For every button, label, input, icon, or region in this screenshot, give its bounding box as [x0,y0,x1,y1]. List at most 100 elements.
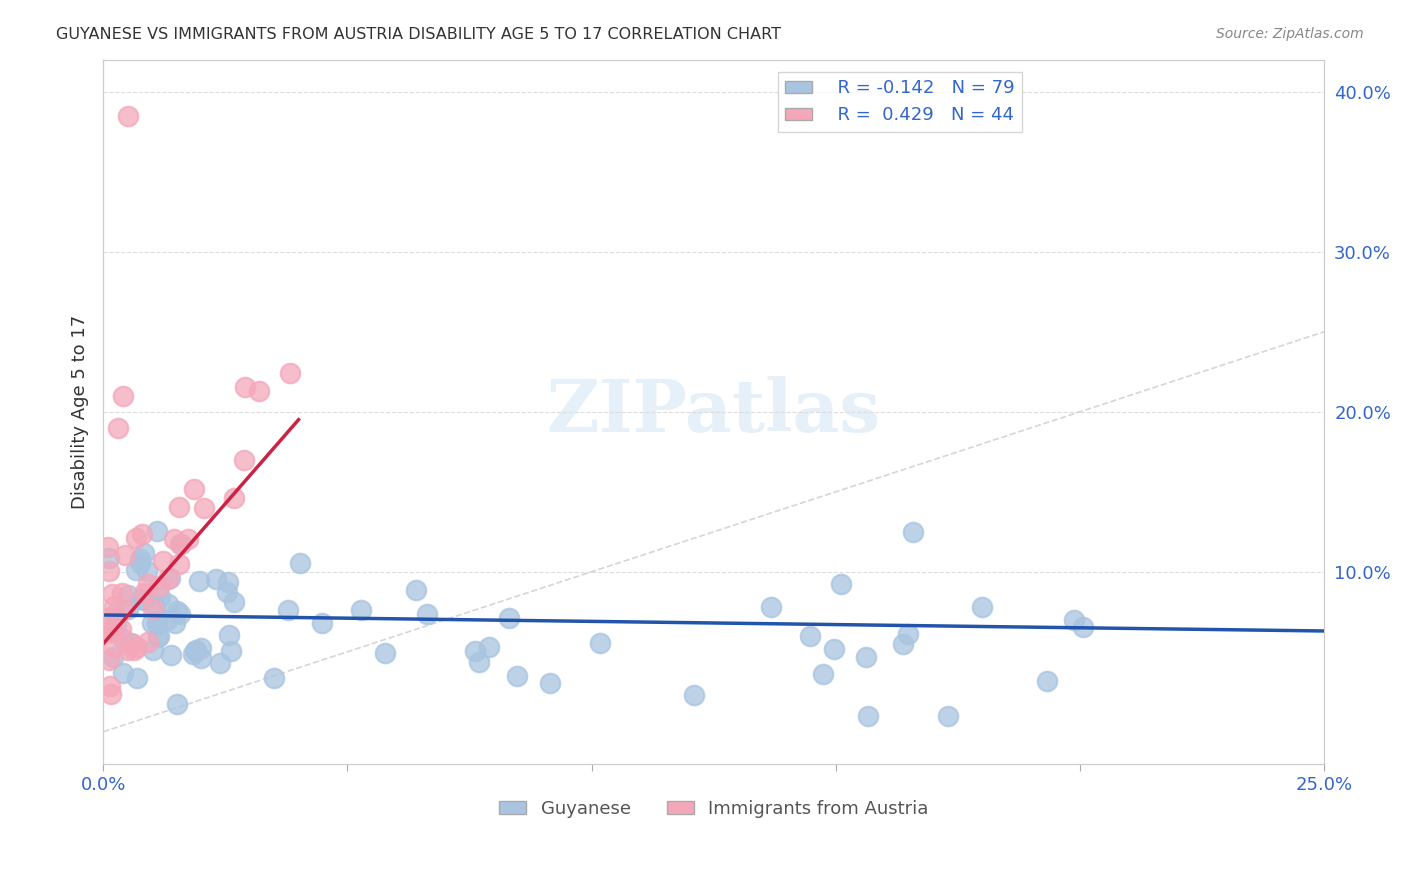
Point [897,627,920,641]
Point [478,640,501,654]
Point [169,537,191,551]
Point [589,635,612,649]
Point [167,558,190,572]
Point [134,546,156,560]
Point [128,552,150,566]
Point [163,532,186,546]
Point [97,653,120,667]
Point [1071,620,1094,634]
Point [311,616,333,631]
Y-axis label: Disability Age 5 to 17: Disability Age 5 to 17 [72,315,89,508]
Legend: Guyanese, Immigrants from Austria: Guyanese, Immigrants from Austria [492,793,936,825]
Point [127,671,149,685]
Point [218,628,240,642]
Point [190,640,212,655]
Point [107,421,129,435]
Point [103,599,125,613]
Point [138,635,160,649]
Point [374,646,396,660]
Point [811,666,834,681]
Point [156,613,179,627]
Point [129,591,152,606]
Point [145,599,167,613]
Point [901,524,924,539]
Point [98,550,121,565]
Point [101,650,124,665]
Point [682,688,704,702]
Point [156,597,179,611]
Point [146,615,169,630]
Point [125,640,148,654]
Point [1063,613,1085,627]
Point [169,607,191,621]
Point [111,665,134,680]
Point [146,617,169,632]
Point [98,679,121,693]
Point [205,572,228,586]
Point [136,564,159,578]
Point [217,585,239,599]
Point [183,647,205,661]
Point [148,579,170,593]
Point [183,482,205,496]
Point [114,602,136,616]
Point [152,554,174,568]
Point [350,603,373,617]
Text: Source: ZipAtlas.com: Source: ZipAtlas.com [1216,27,1364,41]
Point [125,531,148,545]
Point [100,687,122,701]
Point [122,637,145,651]
Point [891,637,914,651]
Point [104,618,127,632]
Point [148,629,170,643]
Point [506,669,529,683]
Point [134,592,156,607]
Point [799,629,821,643]
Point [263,671,285,685]
Point [761,599,783,614]
Point [129,556,152,570]
Point [111,631,134,645]
Point [190,650,212,665]
Point [538,675,561,690]
Point [110,622,132,636]
Point [136,577,159,591]
Point [277,603,299,617]
Point [468,655,491,669]
Point [166,697,188,711]
Point [141,616,163,631]
Point [117,109,139,123]
Point [125,563,148,577]
Text: GUYANESE VS IMMIGRANTS FROM AUSTRIA DISABILITY AGE 5 TO 17 CORRELATION CHART: GUYANESE VS IMMIGRANTS FROM AUSTRIA DISA… [56,27,782,42]
Point [232,453,254,467]
Point [858,708,880,723]
Point [148,590,170,604]
Point [166,604,188,618]
Text: ZIPatlas: ZIPatlas [547,376,880,447]
Point [156,572,179,586]
Point [233,379,256,393]
Point [159,570,181,584]
Point [288,556,311,570]
Point [98,564,121,578]
Point [111,389,134,403]
Point [169,500,191,515]
Point [177,532,200,546]
Point [187,574,209,589]
Point [219,644,242,658]
Point [170,537,193,551]
Point [936,708,959,723]
Point [114,548,136,562]
Point [222,595,245,609]
Point [98,618,121,632]
Point [97,611,120,625]
Point [184,644,207,658]
Point [103,640,125,654]
Point [278,366,301,380]
Point [117,602,139,616]
Point [163,616,186,631]
Point [98,624,121,639]
Point [184,643,207,657]
Point [101,624,124,639]
Point [111,585,134,599]
